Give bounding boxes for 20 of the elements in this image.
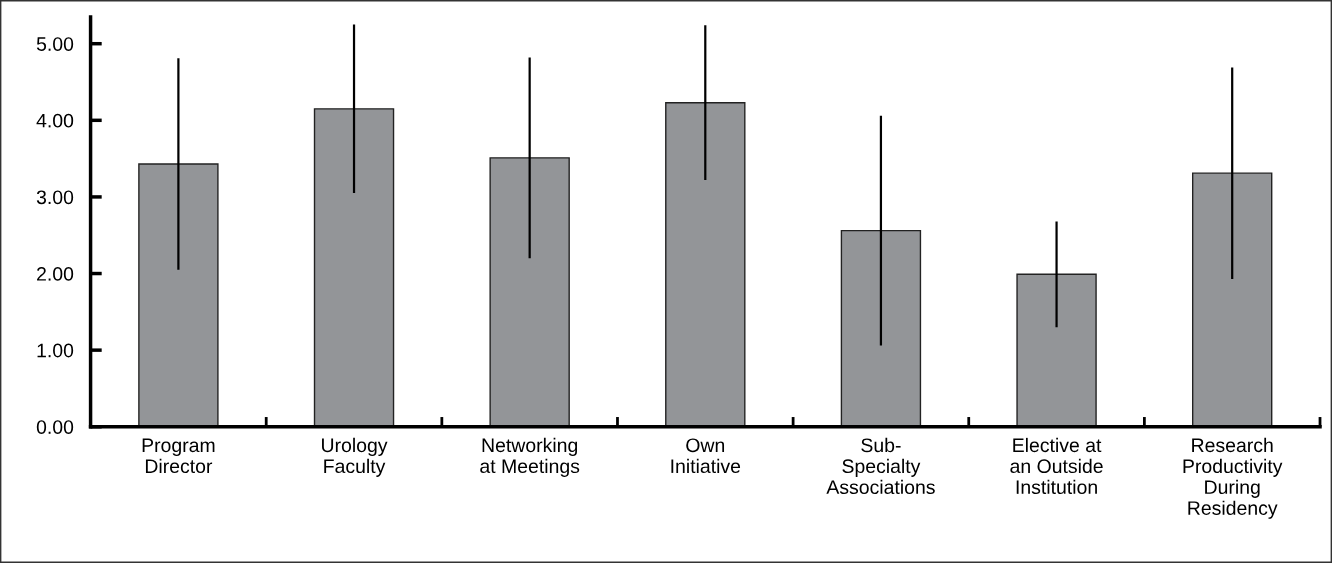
- x-tick-label: Research Productivity During Residency: [1183, 437, 1283, 519]
- x-tick-label: Urology Faculty: [322, 437, 388, 477]
- y-tick-label: 3.00: [36, 190, 74, 205]
- bar: [313, 108, 395, 427]
- x-tick-label: Networking at Meetings: [480, 437, 580, 477]
- x-tick-label: Program Director: [142, 438, 215, 474]
- x-tick-label: Elective at an Outside Institution: [1010, 437, 1103, 495]
- y-tick-label: 1.00: [37, 343, 74, 358]
- bar: [1016, 273, 1097, 427]
- y-tick-label: 2.00: [37, 267, 74, 281]
- bar: [489, 157, 570, 427]
- x-tick-label: Own Initiative: [671, 438, 741, 474]
- y-tick-label: 5.00: [36, 37, 74, 51]
- y-tick-label: 0.00: [36, 420, 74, 434]
- y-tick-label: 4.00: [36, 113, 74, 128]
- x-tick-label: Sub- Specialty Associations: [826, 437, 935, 495]
- bar: [1191, 172, 1273, 427]
- bar: [138, 163, 219, 427]
- bar: [840, 229, 922, 427]
- bar: [665, 101, 746, 427]
